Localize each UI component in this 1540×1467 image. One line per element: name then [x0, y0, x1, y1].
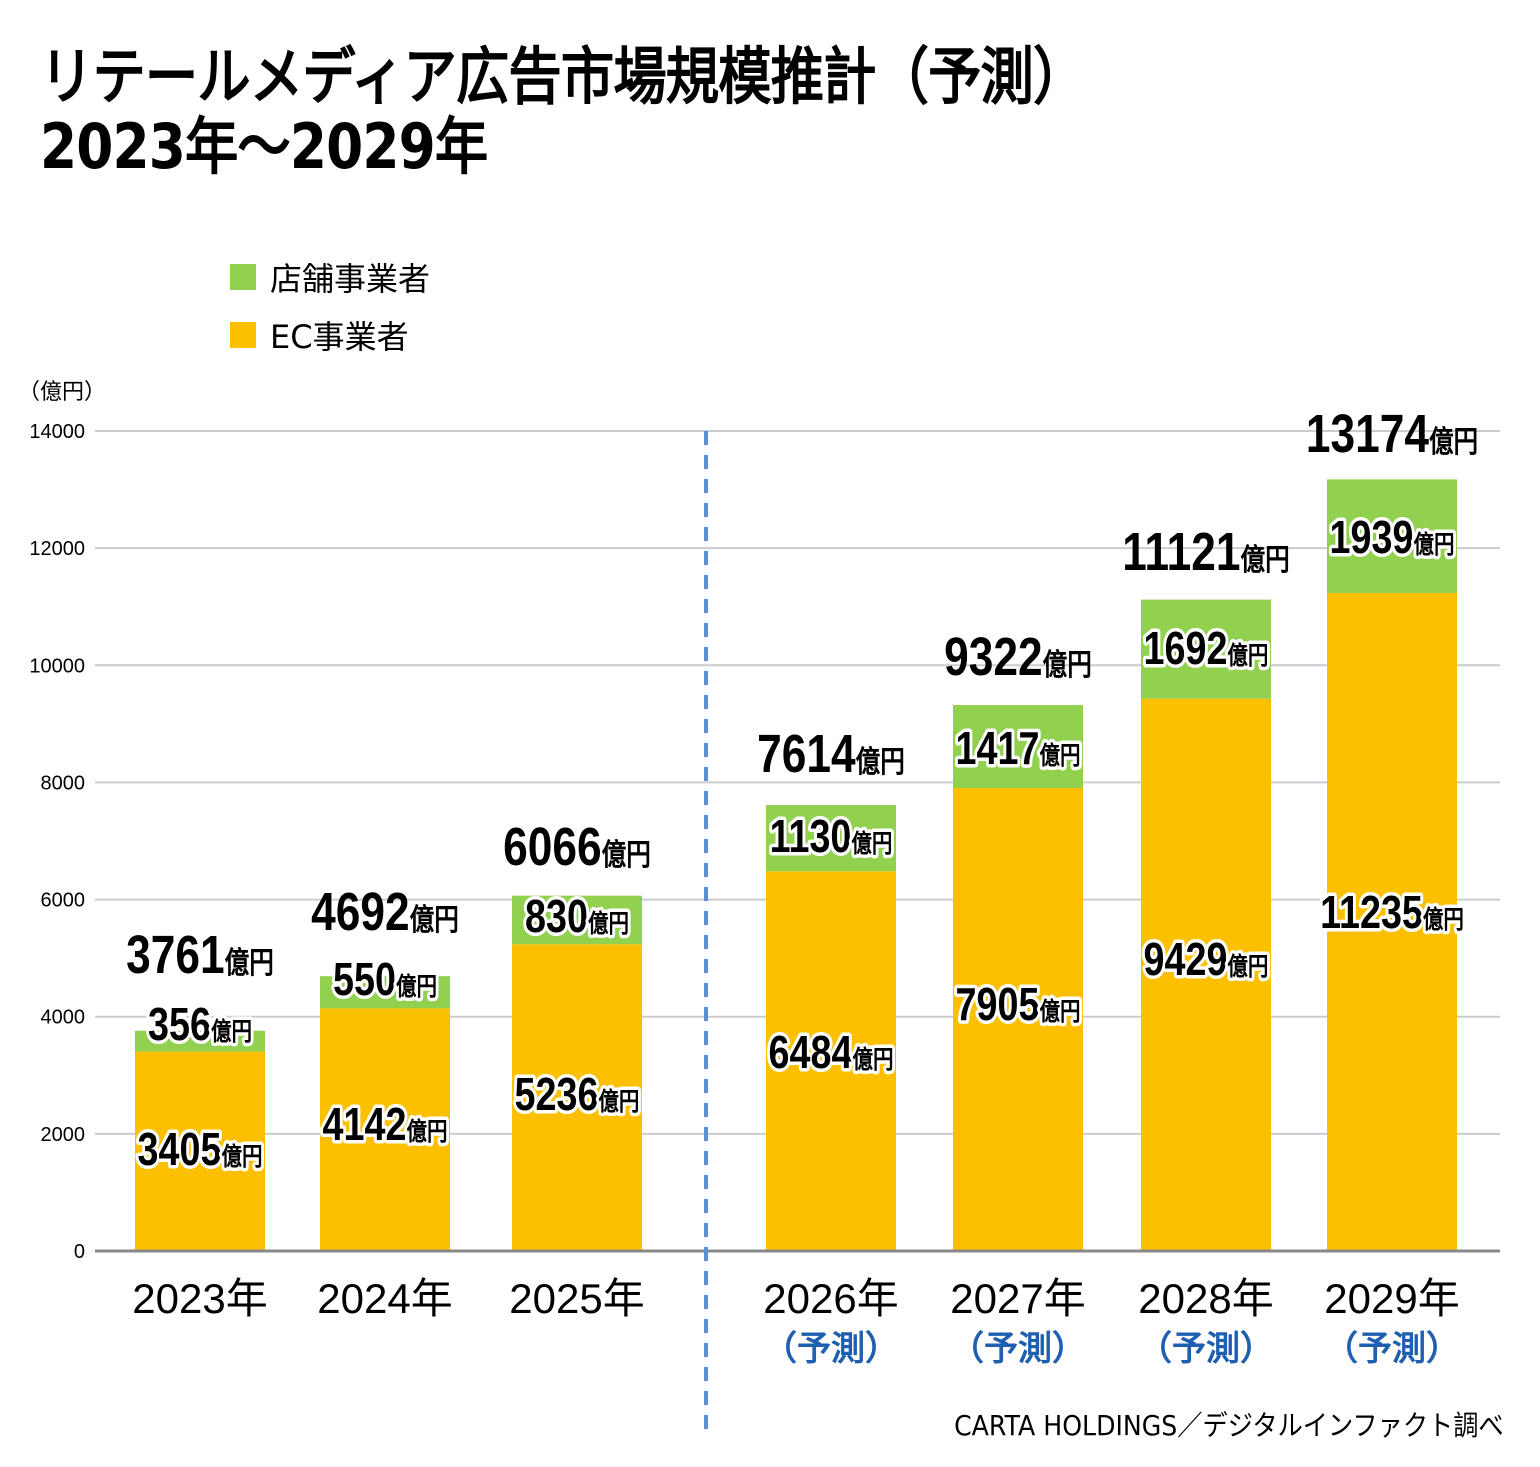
ec-value-label: 6484億円: [769, 1026, 894, 1077]
ec-value-label: 9429億円: [1144, 933, 1269, 984]
x-tick-label: 2025年: [509, 1275, 644, 1322]
bars: [135, 479, 1457, 1251]
bar-ec: [1141, 698, 1271, 1251]
bar-ec: [766, 871, 896, 1251]
legend-item-ec: EC事業者: [230, 306, 430, 364]
x-tick-label: 2027年: [950, 1275, 1085, 1322]
total-label: 11121億円: [1122, 522, 1289, 582]
store-value-label: 1417億円: [956, 722, 1081, 773]
x-tick-sublabel-forecast: （予測）: [1138, 1329, 1274, 1369]
x-tick-label: 2028年: [1138, 1275, 1273, 1322]
legend-label-ec: EC事業者: [270, 318, 409, 356]
legend-swatch-store: [230, 264, 256, 290]
total-label: 3761億円: [126, 925, 274, 985]
chart-title: リテールメディア広告市場規模推計（予測） 2023年～2029年: [40, 40, 1086, 183]
store-value-label: 1939億円: [1330, 511, 1455, 562]
y-tick-label: 8000: [41, 772, 86, 794]
bar-store: [512, 895, 642, 945]
x-tick-label: 2024年: [317, 1275, 452, 1322]
bar-store: [953, 704, 1083, 788]
y-tick-label: 4000: [41, 1007, 86, 1029]
y-tick-label: 0: [74, 1241, 85, 1263]
data-labels: 3761億円 356億円 3405億円 4692億円 550億円 4142億円 6066億円…: [126, 404, 1478, 1178]
store-value-label: 356億円: [148, 998, 252, 1049]
store-value-label: 1692億円: [1144, 622, 1269, 673]
x-tick-sublabel-forecast: （予測）: [950, 1329, 1086, 1369]
source-note: CARTA HOLDINGS／デジタルインファクト調べ: [954, 1409, 1504, 1442]
bar-store: [1141, 599, 1271, 699]
total-label: 4692億円: [311, 882, 459, 942]
legend-swatch-ec: [230, 322, 256, 348]
legend-label-store: 店舗事業者: [270, 260, 431, 298]
bar-ec: [135, 1051, 265, 1251]
chart-title-line2: 2023年～2029年: [40, 110, 488, 183]
chart-title-line1: リテールメディア広告市場規模推計（予測）: [40, 40, 1086, 113]
y-axis-unit-label: （億円）: [18, 380, 107, 405]
legend-item-store: 店舗事業者: [230, 248, 430, 306]
total-label: 9322億円: [944, 627, 1092, 687]
store-value-label: 830億円: [525, 890, 629, 941]
x-tick-label: 2023年: [132, 1275, 267, 1322]
y-tick-label: 10000: [29, 655, 85, 677]
bar-ec: [953, 787, 1083, 1251]
total-label: 13174億円: [1306, 404, 1478, 464]
bar-ec: [512, 944, 642, 1251]
ec-value-label: 3405億円: [138, 1123, 263, 1174]
y-tick-label: 6000: [41, 890, 86, 912]
x-axis-labels: 2023年 2024年 2025年 2026年 （予測） 2027年 （予測） 2028年 （予…: [132, 1275, 1460, 1369]
x-tick-sublabel-forecast: （予測）: [763, 1329, 899, 1369]
bar-ec: [1327, 592, 1457, 1251]
y-tick-label: 14000: [29, 421, 85, 443]
legend: 店舗事業者 EC事業者: [230, 248, 430, 364]
bar-store: [766, 805, 896, 872]
bar-store: [320, 976, 450, 1009]
bar-store: [135, 1030, 265, 1052]
y-axis-ticks: 0 2000 4000 6000 8000 10000 12000 14000: [29, 421, 85, 1263]
total-label: 6066億円: [503, 817, 651, 877]
ec-value-label: 4142億円: [323, 1098, 448, 1149]
x-tick-sublabel-forecast: （予測）: [1324, 1329, 1460, 1369]
ec-value-label: 7905億円: [956, 978, 1081, 1029]
x-tick-label: 2029年: [1324, 1275, 1459, 1322]
store-value-label: 550億円: [333, 953, 437, 1004]
ec-value-label: 5236億円: [515, 1068, 640, 1119]
bar-ec: [320, 1008, 450, 1251]
store-value-label: 1130億円: [770, 810, 893, 861]
total-label: 7614億円: [757, 724, 905, 784]
bar-store: [1327, 479, 1457, 593]
y-tick-label: 12000: [29, 538, 85, 560]
x-tick-label: 2026年: [763, 1275, 898, 1322]
ec-value-label: 11235億円: [1320, 886, 1464, 937]
y-tick-label: 2000: [41, 1124, 86, 1146]
